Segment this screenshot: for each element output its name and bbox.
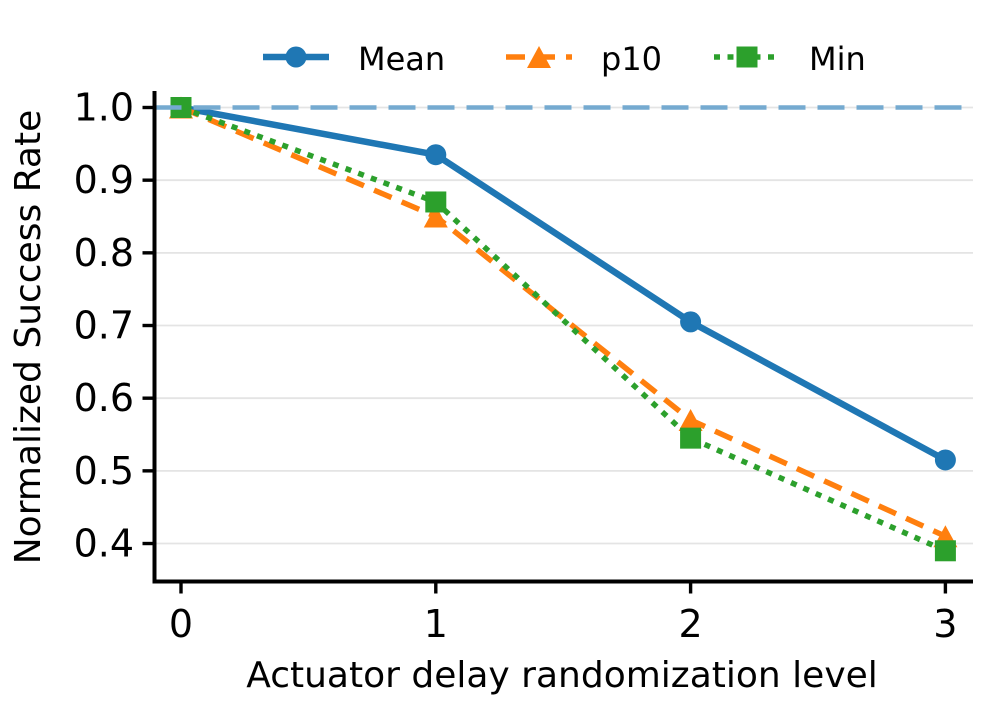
y-tick-label: 0.8 [74, 231, 134, 275]
legend-marker-triangle [527, 46, 551, 68]
mean-data-point [934, 449, 956, 471]
y-tick-label: 0.9 [74, 158, 134, 202]
x-tick-label: 3 [933, 602, 957, 646]
series-min [170, 97, 956, 562]
y-tick-label: 0.6 [74, 376, 134, 420]
legend-item-min: Min [714, 40, 866, 78]
p10-data-point [423, 205, 448, 228]
legend-label: Min [809, 40, 866, 78]
p10-data-point [678, 408, 703, 431]
mean-data-point [425, 144, 447, 166]
legend: Mean p10 Min [263, 40, 866, 78]
grid-lines [154, 106, 973, 545]
y-tick-label: 0.4 [74, 522, 134, 566]
series-mean [170, 97, 956, 471]
mean-data-point [680, 311, 702, 333]
min-data-point [934, 540, 956, 562]
legend-item-p10: p10 [506, 40, 662, 78]
y-axis-label: Normalized Success Rate [8, 110, 49, 565]
series-line [179, 104, 947, 539]
min-data-point [425, 191, 447, 213]
series-line [180, 104, 947, 463]
legend-marker-circle [285, 46, 307, 68]
y-tick-label: 1.0 [74, 86, 134, 130]
x-tick-label: 0 [169, 602, 193, 646]
x-axis-label: Actuator delay randomization level [246, 655, 878, 696]
legend-item-mean: Mean [263, 40, 445, 78]
y-tick-label: 0.7 [74, 304, 134, 348]
x-tick-label: 1 [424, 602, 448, 646]
series-line [180, 104, 947, 554]
min-data-point [680, 427, 702, 449]
legend-label: p10 [601, 40, 662, 78]
axes: 1.0 0.9 0.8 0.7 0.6 0.5 0.4 0 1 2 3 [74, 86, 973, 646]
legend-label: Mean [358, 40, 445, 78]
x-tick-label: 2 [679, 602, 703, 646]
y-tick-label: 0.5 [74, 449, 134, 493]
legend-marker-square [736, 46, 758, 68]
